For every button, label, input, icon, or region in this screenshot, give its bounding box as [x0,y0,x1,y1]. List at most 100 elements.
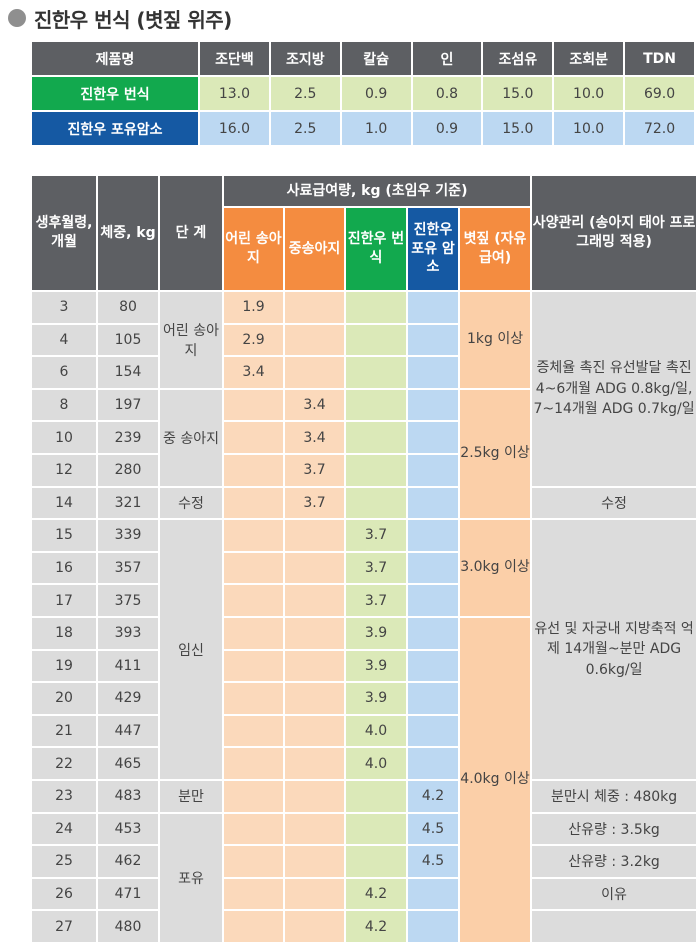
age-cell: 10 [30,420,98,455]
table-row: 23 483 분만 4.2 분만시 체중 : 480kg [30,778,699,814]
header-age: 생후월령, 개월 [30,174,98,292]
management-cell: 산유량 : 3.2kg [530,844,699,879]
weight-cell: 393 [96,615,160,651]
young-calf-feed-cell [222,485,285,521]
header-calcium: 칼슘 [339,40,413,77]
header-product: 제품명 [30,40,200,77]
breeding-feed-cell [344,811,408,847]
straw-cell: 2.5kg 이상 [457,387,533,521]
mid-calf-feed-cell [283,778,346,814]
nursing-feed-cell [406,909,460,944]
young-calf-feed-cell [222,648,285,684]
breeding-feed-cell [344,485,408,521]
nutrition-value: 16.0 [198,110,271,147]
nutrition-row-breeding: 진한우 번식 13.0 2.5 0.9 0.8 15.0 10.0 69.0 [30,75,696,112]
nutrition-value: 0.9 [410,110,484,147]
weight-cell: 239 [96,420,160,455]
mid-calf-feed-cell [283,844,346,879]
management-cell: 증체율 촉진 유선발달 촉진 4~6개월 ADG 0.8kg/일, 7~14개월… [530,290,699,488]
header-young-calf-feed: 어린 송아지 [222,206,285,292]
young-calf-feed-cell: 2.9 [222,322,285,358]
mid-calf-feed-cell [283,583,346,618]
age-cell: 21 [30,713,98,749]
stage-cell: 분만 [158,778,224,814]
age-cell: 19 [30,648,98,684]
table-row: 3 80 어린 송아지 1.9 1kg 이상 증체율 촉진 유선발달 촉진 4~… [30,290,699,488]
young-calf-feed-cell: 3.4 [222,355,285,390]
young-calf-feed-cell [222,615,285,651]
header-breeding-feed: 진한우 번식 [344,206,408,292]
mid-calf-feed-cell [283,355,346,390]
nutrition-value: 0.9 [339,75,413,112]
nutrition-value: 15.0 [481,75,555,112]
breeding-feed-cell [344,355,408,390]
table-row: 15 339 임신 3.7 3.0kg 이상 유선 및 자궁내 지방축적 억제 … [30,518,699,781]
feeding-header-row-2: 어린 송아지 중송아지 진한우 번식 진한우 포유 암소 볏짚 (자유급여) [31,206,697,292]
header-mid-calf-feed: 중송아지 [283,206,346,292]
nursing-feed-cell [406,420,460,455]
breeding-feed-cell [344,844,408,879]
table-row: 4 105 2.9 [30,322,697,358]
nursing-feed-cell [406,387,460,423]
stage-cell: 임신 [158,518,224,781]
table-row: 20 429 3.9 [30,681,697,716]
age-cell: 6 [30,355,98,390]
weight-cell: 105 [96,322,160,358]
young-calf-feed-cell: 1.9 [222,290,285,325]
weight-cell: 357 [96,550,160,586]
nursing-feed-cell [406,583,460,618]
young-calf-feed-cell [222,811,285,847]
header-crude-protein: 조단백 [198,40,271,77]
product-name: 진한우 포유암소 [30,110,200,147]
young-calf-feed-cell [222,746,285,781]
mid-calf-feed-cell [283,713,346,749]
table-row: 18 393 3.9 4.0kg 이상 [30,615,697,944]
table-row: 16 357 3.7 [30,550,697,586]
weight-cell: 197 [96,387,160,423]
young-calf-feed-cell [222,909,285,944]
nursing-feed-cell [406,485,460,521]
table-row: 19 411 3.9 [30,648,697,684]
breeding-feed-cell [344,290,408,325]
management-cell: 분만시 체중 : 480kg [530,778,699,814]
stage-cell: 중 송아지 [158,387,224,488]
table-row: 22 465 4.0 [30,746,697,781]
age-cell: 27 [30,909,98,944]
table-row: 10 239 3.4 [30,420,697,455]
nursing-feed-cell [406,518,460,553]
breeding-feed-cell: 4.0 [344,746,408,781]
age-cell: 12 [30,452,98,488]
stage-cell: 어린 송아지 [158,290,224,390]
nursing-feed-cell: 4.5 [406,844,460,879]
age-cell: 26 [30,876,98,912]
table-row: 27 480 4.2 [30,909,699,944]
nutrition-value: 72.0 [623,110,696,147]
page-title-block: 진한우 번식 (볏짚 위주) [8,4,232,32]
age-cell: 22 [30,746,98,781]
table-row: 21 447 4.0 [30,713,697,749]
weight-cell: 280 [96,452,160,488]
table-row: 25 462 4.5 산유량 : 3.2kg [30,844,699,879]
header-rice-straw: 볏짚 (자유급여) [457,206,533,292]
header-phosphorus: 인 [410,40,484,77]
nursing-feed-cell [406,615,460,651]
nursing-feed-cell [406,713,460,749]
weight-cell: 462 [96,844,160,879]
breeding-feed-cell: 4.0 [344,713,408,749]
header-management: 사양관리 (송아지 태아 프로그래밍 적용) [530,174,699,292]
age-cell: 17 [30,583,98,618]
weight-cell: 80 [96,290,160,325]
nursing-feed-cell: 4.2 [406,778,460,814]
product-name: 진한우 번식 [30,75,200,112]
mid-calf-feed-cell: 3.4 [283,387,346,423]
header-crude-fiber: 조섬유 [481,40,555,77]
nursing-feed-cell [406,452,460,488]
nutrition-value: 10.0 [552,110,626,147]
mid-calf-feed-cell [283,615,346,651]
mid-calf-feed-cell [283,681,346,716]
management-cell: 이유 [530,876,699,912]
young-calf-feed-cell [222,844,285,879]
young-calf-feed-cell [222,778,285,814]
age-cell: 16 [30,550,98,586]
breeding-feed-cell [344,322,408,358]
